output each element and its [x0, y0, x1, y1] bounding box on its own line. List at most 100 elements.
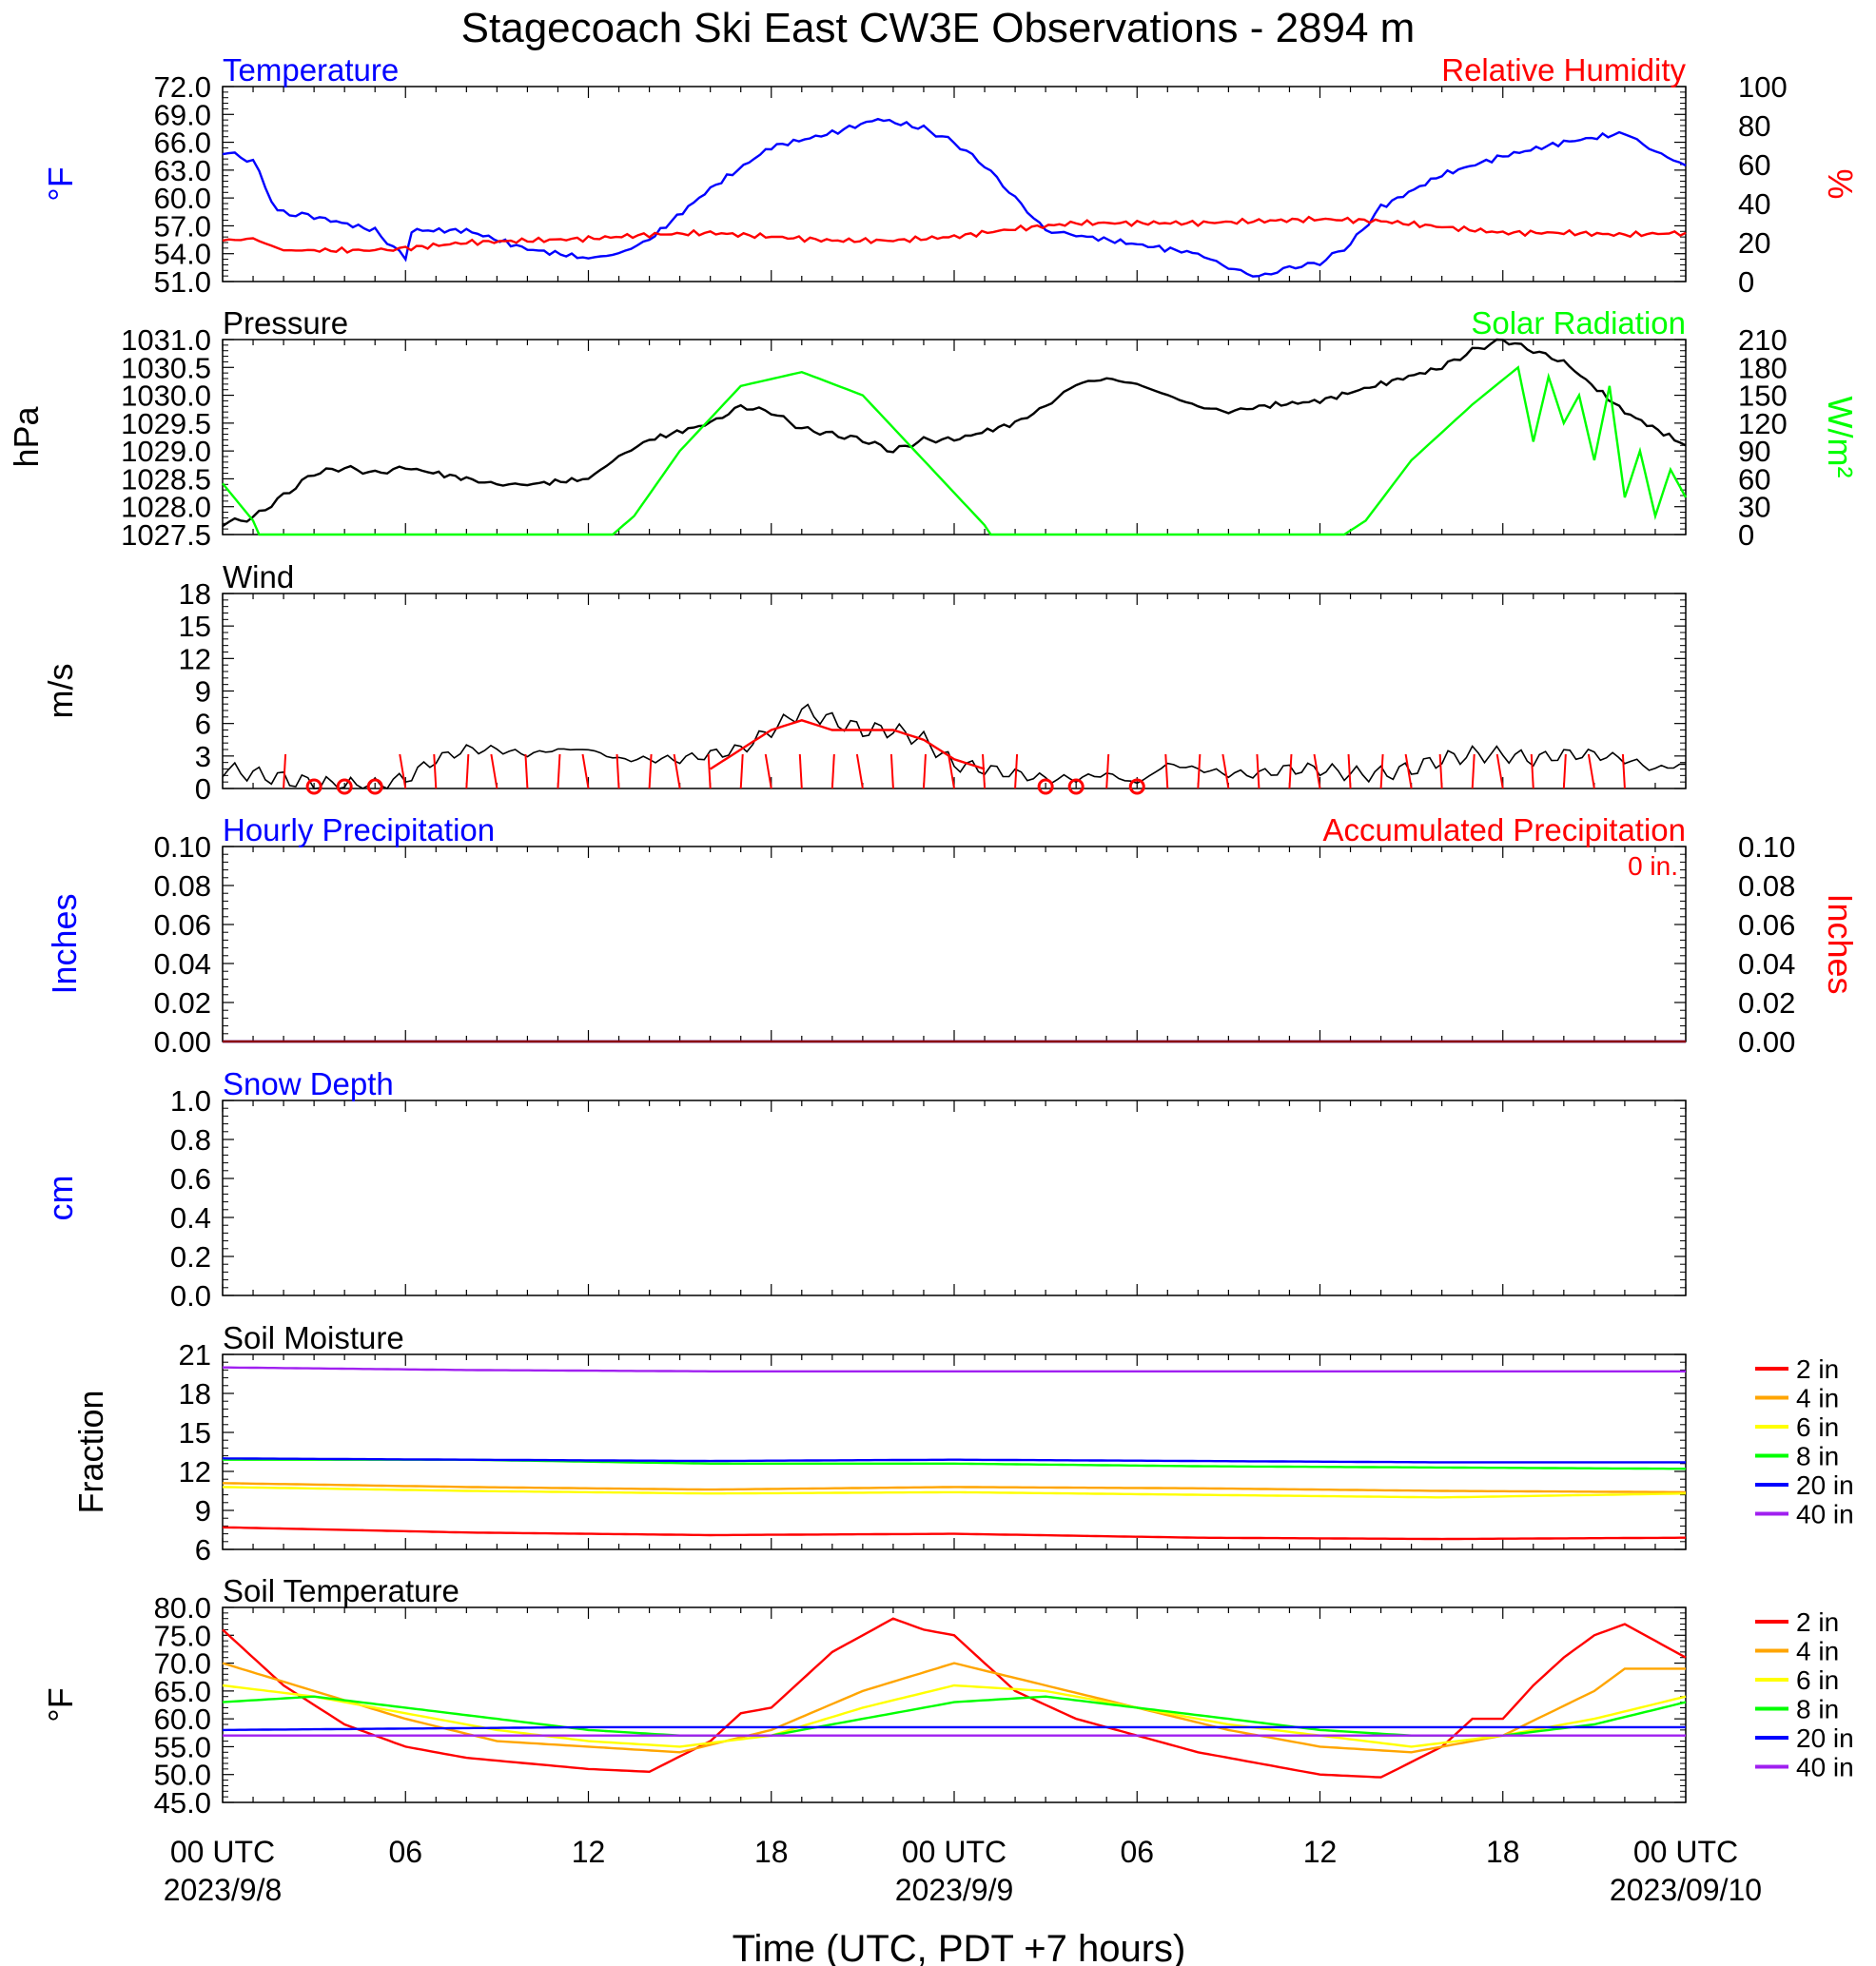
wind-barb: [1014, 753, 1019, 789]
wind-barb: [798, 753, 803, 789]
calm-wind-marker: [1037, 778, 1054, 795]
temp-title-left: Temperature: [223, 52, 399, 88]
y-tick-label-right: 0.10: [1738, 830, 1795, 864]
precip-ylabel-right: Inches: [1821, 893, 1860, 994]
temp-ylabel-right: %: [1821, 168, 1860, 199]
temp-ylabel-left: °F: [41, 166, 80, 201]
wind-barb: [673, 753, 681, 789]
y-tick-label-right: 0: [1738, 265, 1754, 299]
y-tick-label-right: 0.02: [1738, 986, 1795, 1020]
y-tick-label-left: 1029.0: [121, 435, 211, 468]
y-tick-label-left: 9: [195, 1494, 211, 1528]
precip-ylabel-left: Inches: [45, 893, 84, 994]
y-tick-label-left: 12: [179, 1455, 211, 1489]
y-tick-label-left: 55.0: [154, 1730, 211, 1763]
pressure-ylabel-right: W/m²: [1821, 397, 1860, 478]
temp-series-1-line: [222, 215, 1687, 254]
wind-barb: [1438, 753, 1443, 789]
snow-ylabel-left: cm: [41, 1176, 80, 1221]
y-tick-label-left: 21: [179, 1338, 211, 1372]
y-tick-label-left: 1031.0: [121, 323, 211, 357]
soilt-panel: 80.075.070.065.060.055.050.045.0 Soil Tem…: [41, 1573, 1854, 1820]
x-tick-label: 00 UTC: [1633, 1835, 1738, 1869]
precip-frame: [222, 846, 1687, 1042]
wind-barb: [1530, 753, 1534, 789]
calm-wind-marker: [366, 778, 383, 795]
x-axis-label: Time (UTC, PDT +7 hours): [733, 1928, 1186, 1966]
wind-barb: [616, 753, 620, 789]
y-tick-label-right: 80: [1738, 109, 1770, 143]
y-tick-label-left: 0.0: [170, 1279, 211, 1313]
wind-barb: [739, 753, 744, 789]
y-tick-label-right: 180: [1738, 351, 1788, 384]
y-tick-label-left: 57.0: [154, 209, 211, 243]
legend-label: 4 in: [1796, 1637, 1839, 1666]
x-tick-label: 06: [1120, 1835, 1154, 1869]
soilt-series-20in-line: [222, 1725, 1686, 1732]
y-tick-label-left: 51.0: [154, 265, 211, 299]
snow-frame: [222, 1100, 1687, 1296]
soilm-series-20in-line: [222, 1457, 1686, 1464]
temp-series-0-line: [222, 117, 1687, 278]
y-tick-label-left: 45.0: [154, 1786, 211, 1820]
legend-label: 2 in: [1796, 1607, 1839, 1637]
soilt-series-4in-line: [222, 1662, 1686, 1754]
soilm-title-left: Soil Moisture: [223, 1320, 404, 1355]
y-tick-label-right: 60: [1738, 462, 1770, 496]
wind-barb: [1471, 753, 1475, 789]
y-tick-label-left: 50.0: [154, 1759, 211, 1792]
y-tick-label-left: 0.02: [154, 986, 211, 1020]
y-tick-label-right: 0.04: [1738, 947, 1795, 981]
y-tick-label-left: 54.0: [154, 238, 211, 271]
y-tick-label-right: 100: [1738, 70, 1788, 104]
precip-panel: 0.10 0.08 0.06 0.04 0.02 0.00 0.10 0.08 0.06 0.04…: [45, 812, 1860, 1059]
y-tick-label-right: 0.06: [1738, 908, 1795, 942]
y-tick-label-left: 18: [179, 577, 211, 611]
y-tick-label-right: 120: [1738, 407, 1788, 440]
wind-barb: [1495, 753, 1504, 789]
wind-barb: [490, 753, 498, 789]
y-tick-label-left: 63.0: [154, 154, 211, 187]
wind-barb: [948, 753, 955, 789]
y-tick-label-left: 1028.5: [121, 462, 211, 496]
y-tick-label-left: 1.0: [170, 1084, 211, 1118]
calm-wind-marker: [336, 778, 353, 795]
y-tick-label-left: 69.0: [154, 98, 211, 131]
y-tick-label-left: 0.6: [170, 1162, 211, 1196]
calm-wind-marker: [305, 778, 322, 795]
snow-panel: 1.0 0.8 0.6 0.4 0.2 0.0 Snow Depth cm: [41, 1066, 1687, 1313]
wind-barb: [1197, 753, 1202, 789]
temp-panel: 72.069.066.063.060.057.054.051.0 100 80 60 4…: [41, 52, 1860, 299]
y-tick-label-left: 0.10: [154, 830, 211, 864]
legend-label: 6 in: [1796, 1412, 1839, 1442]
legend-label: 20 in: [1796, 1723, 1854, 1753]
soilm-ylabel-left: Fraction: [71, 1390, 110, 1513]
wind-barb: [889, 753, 894, 789]
wind-barb: [922, 753, 927, 789]
wind-barb: [1404, 753, 1413, 789]
snow-title-left: Snow Depth: [223, 1066, 394, 1101]
x-tick-label: 00 UTC: [902, 1835, 1006, 1869]
y-tick-label-left: 70.0: [154, 1647, 211, 1681]
pressure-series-0-line: [222, 338, 1687, 528]
wind-barb: [399, 753, 407, 789]
x-tick-date: 2023/09/10: [1610, 1873, 1762, 1907]
legend-label: 8 in: [1796, 1695, 1839, 1724]
wind-barb: [1256, 753, 1260, 789]
y-tick-label-right: 210: [1738, 323, 1788, 357]
y-tick-label-left: 1030.5: [121, 351, 211, 384]
soilt-series-8in-line: [222, 1695, 1687, 1737]
pressure-series-1-line: [222, 365, 1688, 536]
y-tick-label-left: 60.0: [154, 182, 211, 215]
wind-barb: [1105, 753, 1110, 789]
y-tick-label-left: 0.8: [170, 1123, 211, 1157]
y-tick-label-left: 65.0: [154, 1675, 211, 1708]
wind-barbs: [283, 753, 1626, 795]
x-tick-label: 18: [754, 1835, 789, 1869]
y-tick-label-left: 1030.0: [121, 380, 211, 413]
pressure-frame: [222, 339, 1687, 535]
y-tick-label-left: 80.0: [154, 1591, 211, 1625]
x-tick-date: 2023/9/9: [895, 1873, 1014, 1907]
y-tick-label-left: 0.2: [170, 1240, 211, 1274]
